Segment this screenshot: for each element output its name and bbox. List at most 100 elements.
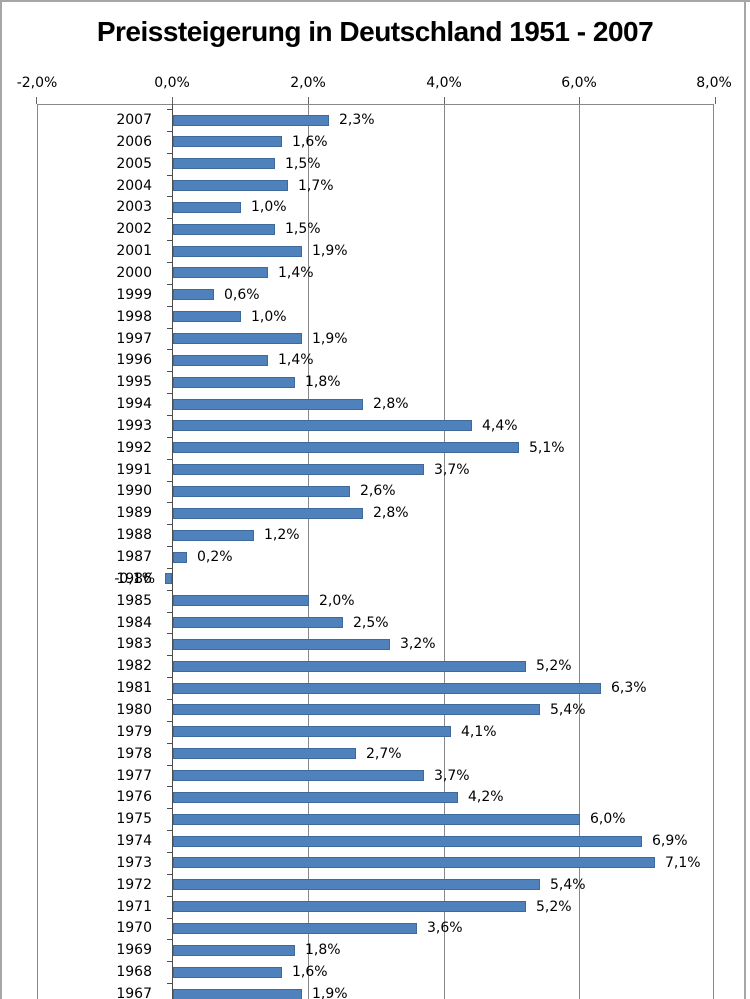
category-label: 1969: [116, 942, 152, 958]
bar-2006: [173, 136, 282, 147]
bar-1987: [173, 552, 187, 563]
bar-1978: [173, 748, 356, 759]
value-label: -0,1%: [114, 571, 155, 587]
bar-1970: [173, 923, 417, 934]
category-axis-tick: [167, 218, 172, 219]
category-axis-tick: [167, 655, 172, 656]
bar-1968: [173, 967, 282, 978]
category-label: 1985: [116, 593, 152, 609]
bar-1981: [173, 683, 601, 694]
category-axis-tick: [167, 612, 172, 613]
category-label: 1971: [116, 899, 152, 915]
gridline: [579, 104, 580, 999]
value-label: 1,8%: [305, 942, 341, 958]
bar-1971: [173, 901, 526, 912]
category-axis-tick: [167, 109, 172, 110]
category-axis-tick: [167, 459, 172, 460]
category-label: 1995: [116, 374, 152, 390]
bar-2001: [173, 246, 302, 257]
value-label: 0,6%: [224, 287, 260, 303]
value-label: 1,0%: [251, 309, 287, 325]
category-label: 1975: [116, 811, 152, 827]
bar-1993: [173, 420, 472, 431]
category-label: 1974: [116, 833, 152, 849]
bar-1967: [173, 989, 302, 999]
bar-2005: [173, 158, 275, 169]
value-label: 1,7%: [298, 178, 334, 194]
category-label: 2001: [116, 243, 152, 259]
category-axis-tick: [167, 524, 172, 525]
bar-1999: [173, 289, 214, 300]
category-label: 1996: [116, 352, 152, 368]
bar-1972: [173, 879, 540, 890]
value-label: 3,6%: [427, 920, 463, 936]
value-axis-tick: [579, 97, 580, 104]
bar-1975: [173, 814, 580, 825]
category-label: 1997: [116, 331, 152, 347]
category-label: 1983: [116, 636, 152, 652]
category-axis-tick: [167, 633, 172, 634]
category-label: 1986: [116, 571, 152, 587]
category-label: 2000: [116, 265, 152, 281]
value-label: 2,8%: [373, 505, 409, 521]
category-label: 1990: [116, 483, 152, 499]
bar-2000: [173, 267, 268, 278]
frame-border-right: [744, 0, 746, 999]
bar-1998: [173, 311, 241, 322]
category-label: 2005: [116, 156, 152, 172]
category-label: 1967: [116, 986, 152, 999]
value-label: 2,3%: [339, 112, 375, 128]
category-label: 1980: [116, 702, 152, 718]
category-label: 1992: [116, 440, 152, 456]
category-axis-tick: [167, 765, 172, 766]
value-axis-tick: [36, 97, 37, 104]
value-label: 1,6%: [292, 964, 328, 980]
value-label: 1,2%: [264, 527, 300, 543]
category-axis-tick: [167, 415, 172, 416]
value-label: 3,7%: [434, 768, 470, 784]
value-label: 1,9%: [312, 243, 348, 259]
category-axis-tick: [167, 961, 172, 962]
value-label: 2,8%: [373, 396, 409, 412]
category-label: 2003: [116, 199, 152, 215]
category-label: 1982: [116, 658, 152, 674]
x-axis-tick-label: 6,0%: [561, 75, 597, 91]
category-label: 1988: [116, 527, 152, 543]
x-axis-tick-label: -2,0%: [16, 75, 58, 91]
category-label: 1979: [116, 724, 152, 740]
bar-2007: [173, 115, 329, 126]
category-label: 1993: [116, 418, 152, 434]
x-axis-tick-label: 4,0%: [426, 75, 462, 91]
value-label: 1,8%: [305, 374, 341, 390]
category-label: 1999: [116, 287, 152, 303]
category-label: 1989: [116, 505, 152, 521]
category-axis-tick: [167, 240, 172, 241]
category-axis-tick: [167, 590, 172, 591]
value-label: 1,4%: [278, 352, 314, 368]
category-label: 1976: [116, 789, 152, 805]
x-axis-tick-label: 2,0%: [290, 75, 326, 91]
bar-1976: [173, 792, 458, 803]
value-label: 1,9%: [312, 331, 348, 347]
category-axis-tick: [167, 699, 172, 700]
category-axis-tick: [167, 546, 172, 547]
bar-2002: [173, 224, 275, 235]
category-axis-tick: [167, 262, 172, 263]
value-label: 2,5%: [353, 615, 389, 631]
value-label: 2,6%: [360, 483, 396, 499]
category-axis-tick: [167, 393, 172, 394]
value-label: 3,2%: [400, 636, 436, 652]
value-label: 4,1%: [461, 724, 497, 740]
value-label: 5,4%: [550, 877, 586, 893]
category-axis-tick: [167, 808, 172, 809]
category-label: 2004: [116, 178, 152, 194]
value-label: 5,2%: [536, 658, 572, 674]
bar-1982: [173, 661, 526, 672]
value-label: 1,4%: [278, 265, 314, 281]
category-axis-tick: [167, 743, 172, 744]
value-label: 1,0%: [251, 199, 287, 215]
value-label: 6,3%: [611, 680, 647, 696]
bar-1990: [173, 486, 350, 497]
value-label: 5,2%: [536, 899, 572, 915]
